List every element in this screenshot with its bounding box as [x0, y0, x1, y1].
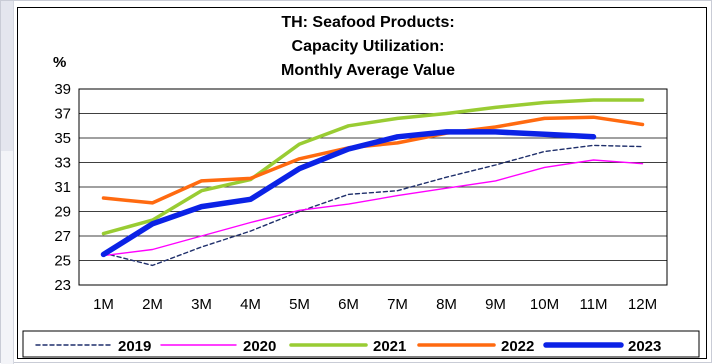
x-tick-label: 11M: [579, 296, 607, 313]
legend-item-2023: 2023: [543, 338, 661, 355]
x-tick-label: 10M: [530, 296, 559, 313]
legend-item-2020: 2020: [160, 338, 276, 355]
y-tick-labels: 23 25 27 29 31 33 35 37 39: [54, 81, 71, 294]
plot-border: [78, 88, 668, 286]
legend-label: 2020: [243, 338, 276, 355]
series-line-2023: [100, 129, 597, 258]
series-lines: [100, 98, 645, 267]
legend-label: 2019: [118, 338, 151, 355]
title-line-1: TH: Seafood Products:: [281, 14, 454, 31]
x-tick-label: 12M: [628, 296, 657, 313]
y-axis-label: %: [53, 54, 66, 71]
left-sidebar-strip: [1, 1, 14, 364]
x-tick-label: 4M: [240, 296, 261, 313]
x-tick-labels: 1M 2M 3M 4M 5M 6M 7M 8M 9M 10M 11M 12M: [93, 296, 657, 313]
legend-item-2022: 2022: [417, 338, 534, 355]
x-tick-label: 8M: [436, 296, 457, 313]
sidebar-highlight: [1, 1, 13, 151]
series-line-2021: [101, 98, 645, 236]
title-line-2: Capacity Utilization:: [292, 38, 445, 55]
y-tick-label: 25: [54, 253, 71, 270]
x-tick-label: 1M: [93, 296, 114, 313]
legend-label: 2022: [501, 338, 534, 355]
y-tick-label: 31: [54, 179, 71, 196]
series-line-2019: [102, 144, 644, 267]
y-tick-label: 33: [54, 155, 71, 172]
legend-label: 2021: [373, 338, 406, 355]
y-tick-label: 37: [54, 106, 71, 123]
legend-item-2021: 2021: [289, 338, 406, 355]
x-tick-label: 5M: [289, 296, 310, 313]
y-tick-label: 29: [54, 204, 71, 221]
x-tick-label: 3M: [191, 296, 212, 313]
series-line-2022: [101, 115, 645, 205]
x-tick-label: 2M: [142, 296, 163, 313]
x-tick-label: 6M: [338, 296, 359, 313]
chart-title: TH: Seafood Products: Capacity Utilizati…: [281, 14, 455, 79]
x-tick-label: 7M: [387, 296, 408, 313]
y-tick-label: 23: [54, 277, 71, 294]
legend-label: 2023: [628, 338, 661, 355]
y-tick-label: 27: [54, 228, 71, 245]
y-tick-label: 39: [54, 81, 71, 98]
series-line-2020: [102, 159, 644, 257]
legend-item-2019: 2019: [35, 338, 151, 355]
x-tick-label: 9M: [485, 296, 506, 313]
title-line-3: Monthly Average Value: [281, 62, 455, 79]
legend: 2019 2020 2021 2022 2023: [22, 330, 700, 358]
chart-area: [17, 7, 707, 359]
legend-box: [22, 330, 700, 358]
y-tick-label: 35: [54, 130, 71, 147]
